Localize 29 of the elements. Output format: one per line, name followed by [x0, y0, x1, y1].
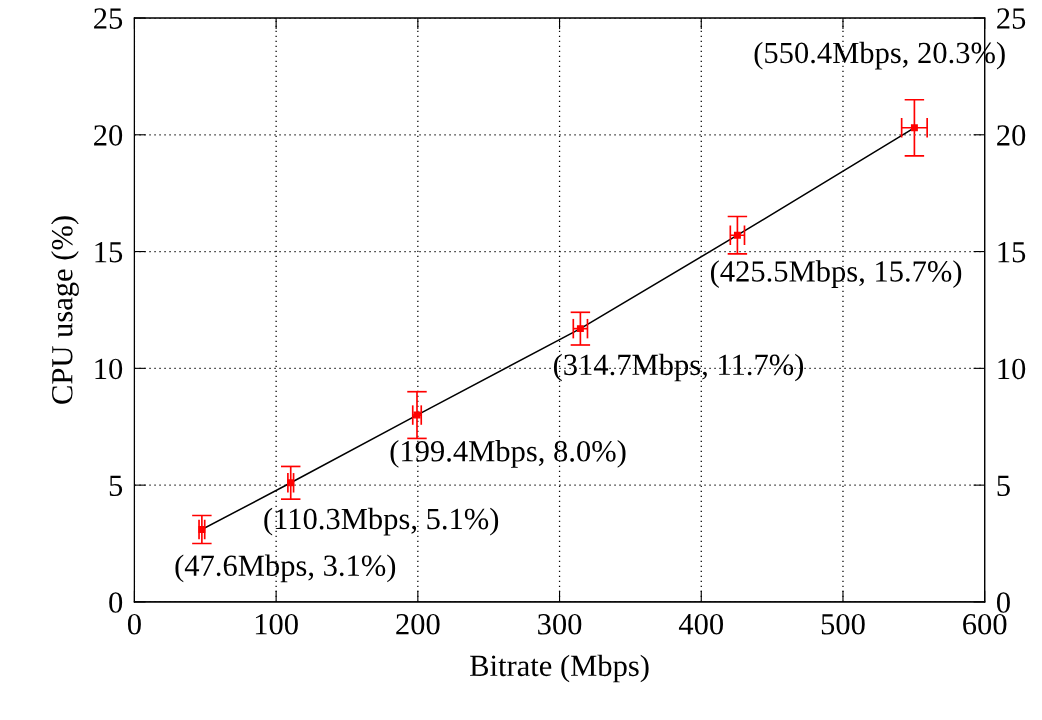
- y2-tick-label: 0: [996, 592, 1010, 613]
- y-tick-label: 5: [109, 475, 123, 497]
- y2-tick-label: 25: [997, 8, 1026, 29]
- point: [910, 124, 918, 132]
- y2-tick-label: 10: [998, 358, 1026, 380]
- y-tick-label: 20: [94, 125, 123, 146]
- annotation: (110.3Mbps, 5.1%): [264, 507, 499, 536]
- annotation: (425.5Mbps, 15.7%): [710, 260, 962, 288]
- y2-tick-label: 15: [998, 242, 1026, 263]
- y-tick-label: 15: [95, 242, 123, 263]
- x-tick-label: 400: [678, 613, 724, 635]
- annotation: (314.7Mbps, 11.7%): [553, 353, 804, 382]
- x-tick-label: 0: [127, 613, 141, 635]
- y-tick-label: 0: [109, 592, 123, 613]
- x-axis-title: Bitrate (Mbps): [470, 654, 649, 683]
- annotation: (199.4Mbps, 8.0%): [390, 440, 626, 468]
- y-axis-title: CPU usage (%): [51, 216, 79, 404]
- y2-tick-label: 20: [997, 125, 1026, 146]
- x-tick-label: 600: [963, 613, 1007, 635]
- x-tick-label: 500: [821, 613, 865, 635]
- annotation: (47.6Mbps, 3.1%): [175, 554, 396, 583]
- x-tick-label: 100: [255, 613, 298, 635]
- x-tick-label: 200: [396, 613, 440, 635]
- y-tick-label: 10: [95, 358, 123, 380]
- y-tick-label: 25: [94, 8, 123, 29]
- x-tick-label: 300: [538, 613, 582, 635]
- y2-tick-label: 5: [997, 475, 1010, 497]
- point: [733, 231, 741, 239]
- point: [576, 325, 584, 333]
